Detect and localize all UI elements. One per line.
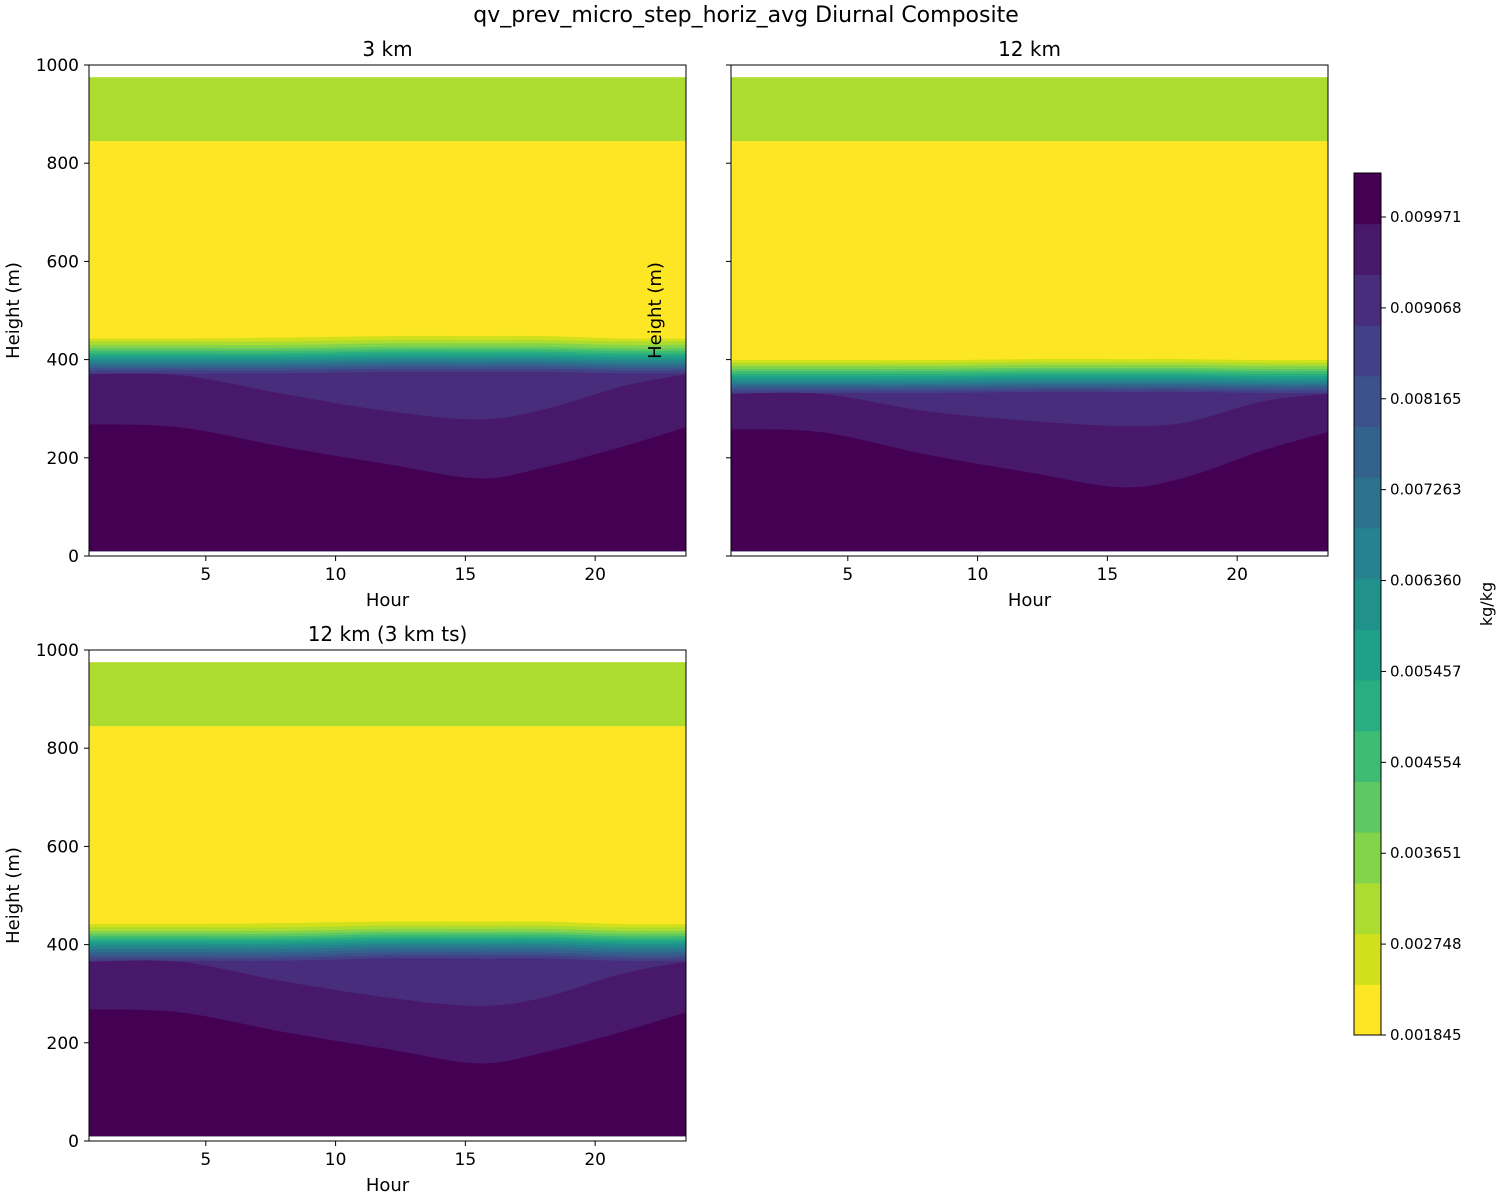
colorbar-tick-label: 0.008165 [1390, 390, 1462, 408]
x-tick-label: 10 [967, 565, 989, 585]
y-tick-label: 1000 [36, 56, 79, 76]
y-tick-label: 600 [47, 252, 79, 272]
contour-band-16 [89, 1009, 686, 1137]
contour-layer-upper-0 [89, 726, 686, 844]
y-axis-label: Height (m) [3, 847, 24, 944]
colorbar-tick-label: 0.002748 [1390, 935, 1462, 953]
colorbar-segment [1354, 984, 1381, 1036]
panel-title: 12 km [998, 37, 1061, 61]
contour-band-16 [89, 424, 686, 552]
colorbar-tick-label: 0.004554 [1390, 753, 1462, 771]
panel-title: 12 km (3 km ts) [308, 622, 468, 646]
y-tick-label: 200 [47, 449, 79, 469]
colorbar-segment [1354, 680, 1381, 732]
colorbar-segment [1354, 578, 1381, 630]
colorbar-tick-label: 0.009971 [1390, 208, 1462, 226]
figure-title: qv_prev_micro_step_horiz_avg Diurnal Com… [473, 3, 1018, 28]
x-tick-label: 5 [200, 565, 211, 585]
y-tick-label: 600 [47, 837, 79, 857]
contour-layer-upper-1 [89, 77, 686, 142]
colorbar-segment [1354, 426, 1381, 478]
colorbar-segment [1354, 477, 1381, 529]
x-tick-label: 20 [1226, 565, 1248, 585]
colorbar-segment [1354, 781, 1381, 833]
y-tick-label: 1000 [36, 641, 79, 661]
colorbar-frame [1353, 172, 1382, 1036]
axes-frame [88, 649, 687, 1142]
contour-layer-upper-0 [89, 141, 686, 259]
colorbar-segment [1354, 375, 1381, 428]
x-tick-label: 15 [1097, 565, 1119, 585]
colorbar-tick-label: 0.007263 [1390, 481, 1462, 499]
x-axis-label: Hour [1008, 590, 1052, 611]
colorbar-segment [1354, 629, 1381, 681]
contour-layer-upper-1 [731, 77, 1328, 142]
colorbar-segment [1354, 274, 1381, 326]
x-tick-label: 5 [842, 565, 853, 585]
colorbar-segment [1354, 325, 1381, 377]
colorbar-segment [1354, 173, 1381, 225]
x-tick-label: 20 [584, 565, 606, 585]
x-axis-label: Hour [366, 1175, 410, 1196]
panel-title: 3 km [362, 37, 412, 61]
contour-layer-upper-1 [89, 662, 686, 727]
contour-layer-upper-0 [731, 141, 1328, 259]
colorbar: 0.009971 0.009068 0.008165 0.007263 0.006360… [1353, 172, 1462, 1044]
colorbar-segment [1354, 882, 1381, 935]
contour-band-16 [731, 429, 1328, 552]
axes-frame [730, 64, 1329, 557]
colorbar-tick-label: 0.006360 [1390, 572, 1462, 590]
x-tick-label: 10 [325, 565, 347, 585]
colorbar-segment [1354, 832, 1381, 884]
y-axis-label: Height (m) [645, 262, 666, 359]
y-tick-label: 400 [47, 936, 79, 956]
colorbar-segment [1354, 933, 1381, 985]
y-tick-label: 0 [68, 1132, 79, 1152]
x-tick-label: 5 [200, 1150, 211, 1170]
colorbar-segment [1354, 223, 1381, 275]
colorbar-segment [1354, 730, 1381, 782]
colorbar-label: kg/kg [1477, 582, 1496, 626]
y-tick-label: 800 [47, 154, 79, 174]
colorbar-tick-label: 0.005457 [1390, 662, 1462, 680]
y-tick-label: 0 [68, 547, 79, 567]
colorbar-tick-label: 0.001845 [1390, 1026, 1462, 1044]
y-tick-label: 400 [47, 351, 79, 371]
colorbar-tick-label: 0.009068 [1390, 299, 1462, 317]
y-tick-label: 200 [47, 1034, 79, 1054]
panel-12km: 5 10 15 20 12 km Hour Height (m) [645, 37, 1329, 611]
colorbar-segment [1354, 527, 1381, 580]
x-tick-label: 15 [455, 565, 477, 585]
axes-frame [88, 64, 687, 557]
colorbar-tick-label: 0.003651 [1390, 844, 1462, 862]
x-tick-label: 10 [325, 1150, 347, 1170]
x-axis-label: Hour [366, 590, 410, 611]
y-tick-label: 800 [47, 739, 79, 759]
y-axis-label: Height (m) [3, 262, 24, 359]
x-tick-label: 20 [584, 1150, 606, 1170]
x-tick-label: 15 [455, 1150, 477, 1170]
